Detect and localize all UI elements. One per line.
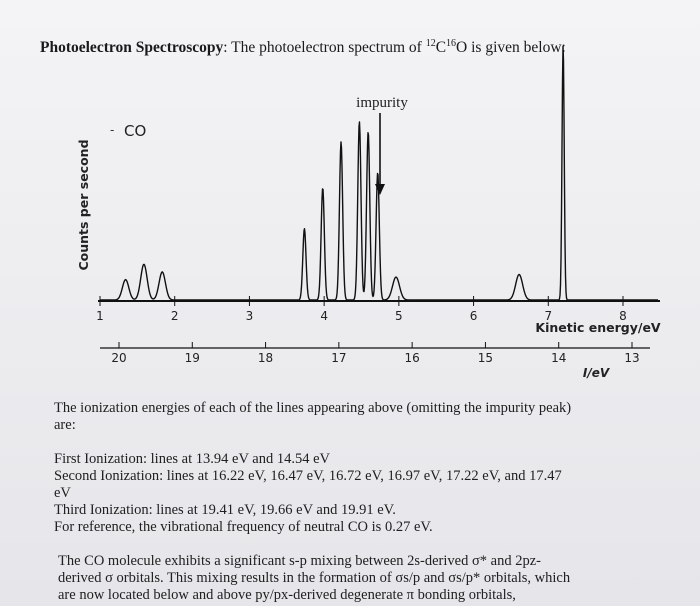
p2-line-4: Third Ionization: lines at 19.41 eV, 19.… [54,502,396,518]
paragraph-ionization-lines: First Ionization: lines at 13.94 eV and … [54,451,654,536]
p2-line-3: eV [54,485,71,501]
p2-line-2: Second Ionization: lines at 16.22 eV, 16… [54,468,562,484]
co-dash-marker: - [110,123,114,137]
ke-tick-label-5: 5 [395,309,403,323]
p3-line-3: are now located below and above py/px-de… [58,587,516,603]
ie-tick-label-19: 19 [185,351,200,365]
ie-tick-label-16: 16 [405,351,420,365]
p3-line-1: The CO molecule exhibits a significant s… [58,553,541,569]
spectrum-trace [99,45,659,301]
series-label-co: CO [124,122,146,140]
paragraph-ionization-intro: The ionization energies of each of the l… [54,400,654,434]
ie-tick-label-13: 13 [624,351,639,365]
isotope-carbon: 12 [425,38,436,49]
paragraph-sp-mixing: The CO molecule exhibits a significant s… [58,553,658,604]
p2-line-1: First Ionization: lines at 13.94 eV and … [54,451,330,467]
ke-tick-label-4: 4 [320,309,328,323]
ke-tick-label-7: 7 [544,309,552,323]
ie-tick-label-15: 15 [478,351,493,365]
heading-c: C [435,39,447,57]
question-heading: Photoelectron Spectroscopy: The photoele… [40,34,680,58]
ie-tick-label-17: 17 [331,351,346,365]
p2-line-5: For reference, the vibrational frequency… [54,519,433,535]
ke-tick-label-2: 2 [171,309,179,323]
ke-tick-label-6: 6 [470,309,478,323]
ke-tick-label-3: 3 [246,309,254,323]
heading-text: : The photoelectron spectrum of [223,39,426,57]
heading-o: O is given below: [456,39,566,57]
ke-tick-label-1: 1 [96,309,104,323]
ie-tick-label-20: 20 [111,351,126,365]
p3-line-2: derived σ orbitals. This mixing results … [58,570,571,586]
y-axis-label: Counts per second [76,139,91,270]
kinetic-energy-label: Kinetic energy/eV [535,320,661,335]
ionization-energy-label: I/eV [583,366,611,380]
heading-bold: Photoelectron Spectroscopy [40,39,224,57]
ie-tick-label-14: 14 [551,351,566,365]
p1-line-2: are: [54,417,76,433]
photoelectron-spectrum-chart: Counts per second - CO impurity 1 2 3 4 5 6 7 8… [76,45,661,380]
ie-tick-label-18: 18 [258,351,273,365]
kinetic-energy-ticks: 1 2 3 4 5 6 7 8 [96,296,627,323]
ke-tick-label-8: 8 [619,309,627,323]
p1-line-1: The ionization energies of each of the l… [54,400,572,416]
isotope-oxygen: 16 [446,38,457,49]
ionization-energy-ticks: 20 19 18 17 16 15 14 13 [111,342,640,365]
impurity-label: impurity [356,95,408,111]
